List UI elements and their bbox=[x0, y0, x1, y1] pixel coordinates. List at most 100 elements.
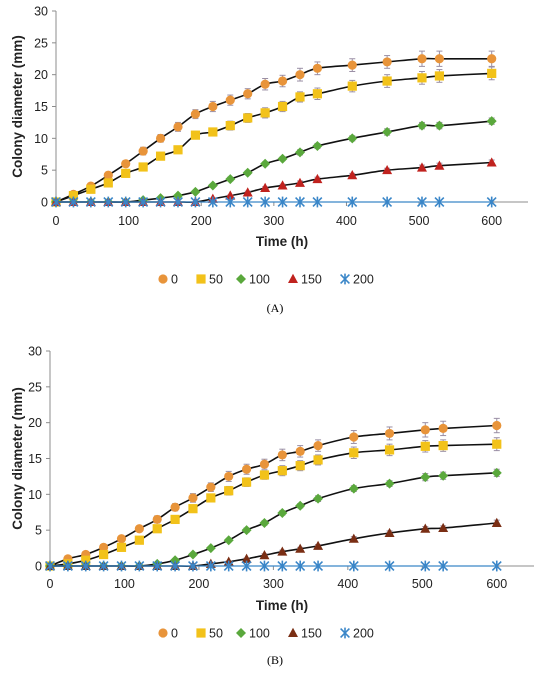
data-point bbox=[103, 170, 113, 180]
data-point bbox=[434, 71, 445, 81]
data-point bbox=[99, 542, 109, 552]
data-point bbox=[241, 464, 252, 474]
data-point bbox=[260, 182, 271, 192]
data-point bbox=[312, 89, 323, 99]
data-point bbox=[259, 518, 270, 528]
data-point bbox=[382, 76, 392, 86]
legend-label: 0 bbox=[171, 273, 178, 287]
data-point bbox=[294, 147, 305, 158]
legend-label: 100 bbox=[249, 273, 270, 287]
data-point bbox=[382, 57, 392, 67]
data-point bbox=[116, 534, 127, 544]
data-point bbox=[190, 186, 201, 197]
data-point bbox=[259, 470, 270, 480]
data-point bbox=[86, 184, 96, 194]
data-point bbox=[491, 517, 502, 527]
data-point bbox=[190, 130, 201, 140]
y-axis-label: Colony diameter (mm) bbox=[10, 35, 25, 178]
data-point bbox=[416, 162, 427, 172]
x-axis-label: Time (h) bbox=[256, 234, 308, 249]
data-point bbox=[384, 478, 395, 489]
data-point bbox=[205, 543, 216, 554]
x-tick-label: 500 bbox=[409, 214, 430, 228]
data-point bbox=[384, 527, 395, 538]
fitted-curve bbox=[55, 72, 492, 203]
data-point bbox=[295, 543, 306, 553]
x-tick-label: 500 bbox=[412, 577, 433, 591]
data-point bbox=[225, 121, 235, 131]
data-point bbox=[313, 455, 323, 465]
data-point bbox=[347, 170, 358, 180]
data-point bbox=[277, 450, 287, 460]
x-tick-label: 0 bbox=[47, 577, 54, 591]
legend-marker-100 bbox=[236, 628, 246, 638]
x-tick-label: 600 bbox=[481, 214, 502, 228]
y-tick-label: 15 bbox=[28, 452, 42, 466]
data-point bbox=[348, 483, 359, 494]
legend: 0 50 100 150 200 bbox=[158, 273, 374, 287]
series-50 bbox=[51, 66, 497, 207]
data-point bbox=[486, 116, 497, 127]
data-point bbox=[170, 502, 180, 512]
data-point bbox=[420, 425, 430, 435]
data-point bbox=[138, 146, 148, 156]
y-tick-label: 5 bbox=[41, 164, 48, 178]
data-point bbox=[486, 157, 497, 167]
series-150 bbox=[51, 157, 497, 206]
data-point bbox=[259, 550, 270, 560]
legend-label: 100 bbox=[249, 627, 270, 641]
data-point bbox=[491, 467, 502, 478]
data-point bbox=[313, 540, 324, 550]
x-tick-label: 600 bbox=[486, 577, 507, 591]
y-tick-label: 25 bbox=[34, 36, 48, 50]
data-point bbox=[103, 178, 113, 188]
legend-label: 200 bbox=[353, 273, 374, 287]
data-point bbox=[349, 448, 359, 458]
data-point bbox=[242, 167, 253, 178]
legend-marker-50 bbox=[196, 628, 206, 638]
y-tick-label: 5 bbox=[35, 524, 42, 538]
data-point bbox=[313, 441, 323, 451]
legend: 0 50 100 150 200 bbox=[158, 627, 374, 641]
data-point bbox=[420, 441, 430, 451]
data-point bbox=[138, 162, 148, 172]
data-point bbox=[349, 432, 359, 442]
data-point bbox=[259, 459, 270, 469]
legend-label: 50 bbox=[209, 273, 223, 287]
data-point bbox=[121, 159, 131, 169]
y-tick-label: 30 bbox=[28, 345, 42, 359]
data-point bbox=[434, 160, 445, 170]
data-point bbox=[243, 113, 253, 123]
x-tick-label: 400 bbox=[336, 214, 357, 228]
data-point bbox=[382, 164, 393, 175]
data-point bbox=[384, 428, 395, 439]
data-point bbox=[438, 441, 448, 451]
legend-marker-150 bbox=[288, 627, 298, 637]
data-point bbox=[434, 120, 445, 131]
series-200 bbox=[51, 196, 497, 208]
data-point bbox=[312, 173, 323, 184]
data-point bbox=[492, 420, 502, 431]
data-point bbox=[420, 472, 431, 483]
x-tick-label: 300 bbox=[263, 214, 284, 228]
legend-marker-100 bbox=[236, 274, 246, 284]
data-point bbox=[295, 446, 305, 456]
data-point bbox=[241, 553, 252, 563]
legend-marker-0 bbox=[158, 274, 168, 284]
data-point bbox=[208, 127, 218, 137]
data-point bbox=[295, 92, 305, 102]
data-point bbox=[155, 151, 166, 161]
legend-marker-150 bbox=[288, 273, 298, 283]
data-point bbox=[295, 461, 305, 471]
data-point bbox=[277, 466, 287, 476]
data-point bbox=[347, 133, 358, 144]
fitted-curve bbox=[49, 472, 497, 567]
data-point bbox=[155, 133, 166, 143]
panel-label: (B) bbox=[267, 653, 283, 667]
data-point bbox=[277, 76, 288, 86]
fitted-curve bbox=[55, 120, 492, 203]
y-tick-label: 10 bbox=[34, 132, 48, 146]
